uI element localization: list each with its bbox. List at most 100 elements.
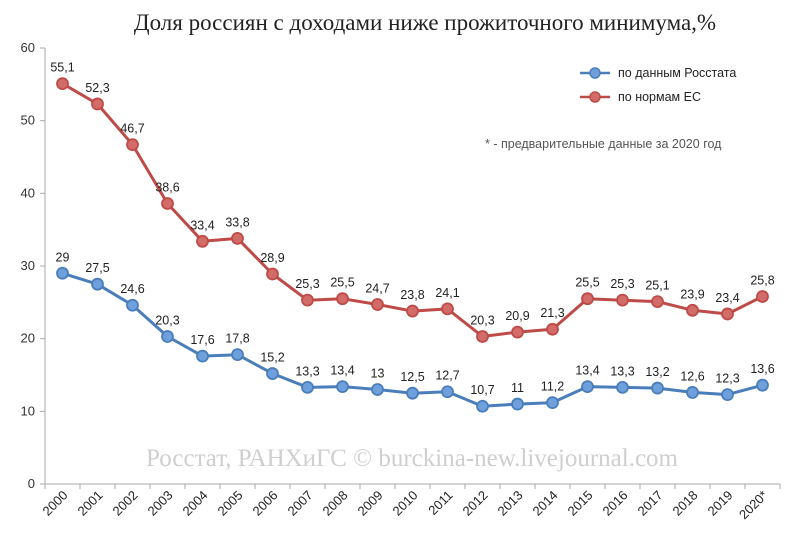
y-tick-label: 20 bbox=[21, 331, 35, 346]
data-label: 10,7 bbox=[470, 383, 494, 397]
series-layer bbox=[56, 77, 769, 413]
data-label: 33,4 bbox=[190, 218, 214, 232]
y-tick-label: 40 bbox=[21, 185, 35, 200]
legend-label-eu: по нормам ЕС bbox=[618, 90, 701, 104]
data-point bbox=[546, 322, 559, 336]
data-point bbox=[196, 349, 209, 363]
data-label: 13,6 bbox=[750, 362, 774, 376]
data-label: 12,6 bbox=[680, 369, 704, 383]
data-label: 13,3 bbox=[610, 364, 634, 378]
x-tick-label: 2009 bbox=[355, 488, 386, 519]
data-point bbox=[686, 386, 699, 399]
data-label: 27,5 bbox=[85, 261, 109, 275]
data-point bbox=[336, 292, 349, 306]
data-label: 25,3 bbox=[610, 277, 634, 291]
data-point bbox=[91, 97, 104, 111]
x-tick-label: 2006 bbox=[250, 488, 281, 519]
data-label: 23,4 bbox=[715, 291, 739, 305]
data-point bbox=[231, 231, 244, 245]
data-point bbox=[756, 378, 769, 392]
data-label: 17,8 bbox=[225, 332, 249, 346]
x-tick-label: 2000 bbox=[40, 488, 71, 519]
data-point bbox=[756, 290, 769, 303]
x-tick-label: 2015 bbox=[565, 488, 596, 519]
data-label: 29 bbox=[56, 250, 70, 264]
data-point bbox=[511, 325, 524, 339]
data-label: 13,4 bbox=[330, 364, 354, 378]
data-point bbox=[301, 293, 314, 307]
data-label: 46,7 bbox=[120, 122, 144, 136]
data-label: 13 bbox=[371, 367, 385, 381]
data-point bbox=[721, 388, 734, 402]
data-point bbox=[616, 380, 629, 394]
watermark: Росстат, РАНХиГС © burckina-new.livejour… bbox=[146, 445, 679, 472]
data-point bbox=[651, 295, 664, 309]
data-point bbox=[126, 298, 139, 312]
x-tick-label: 2019 bbox=[705, 488, 736, 519]
data-label: 24,6 bbox=[120, 282, 144, 296]
data-label: 25,3 bbox=[295, 277, 319, 291]
legend-marker-rosstat bbox=[589, 67, 601, 79]
data-label: 52,3 bbox=[85, 81, 109, 95]
data-point bbox=[126, 138, 139, 152]
data-label: 55,1 bbox=[50, 61, 74, 75]
data-label: 15,2 bbox=[260, 351, 284, 365]
data-point bbox=[511, 397, 524, 411]
data-point bbox=[581, 292, 594, 306]
data-label: 11 bbox=[511, 381, 524, 395]
data-label: 21,3 bbox=[540, 306, 564, 320]
data-label: 23,8 bbox=[400, 288, 424, 302]
data-label: 12,3 bbox=[715, 372, 739, 386]
data-point bbox=[161, 330, 174, 343]
y-tick-labels: 0 10 20 30 40 50 60 bbox=[21, 40, 45, 491]
data-label: 23,9 bbox=[680, 287, 704, 301]
data-label: 25,1 bbox=[645, 279, 669, 293]
axes bbox=[44, 48, 780, 485]
x-tick-label: 2016 bbox=[600, 488, 631, 519]
data-point bbox=[56, 77, 69, 91]
data-point bbox=[56, 266, 69, 280]
data-label: 28,9 bbox=[260, 251, 284, 265]
data-point bbox=[616, 293, 629, 307]
x-tick-label: 2014 bbox=[530, 488, 561, 519]
data-label: 11,2 bbox=[541, 380, 564, 394]
x-tick-labels: 2000 2001 2002 2003 2004 2005 2006 2007 2008 2009… bbox=[40, 484, 781, 522]
data-point bbox=[266, 267, 279, 281]
data-point bbox=[336, 380, 349, 394]
data-labels: 29 27,5 24,6 20,3 17,6 17,8 15,2 13,3 13,4 13 12,5… bbox=[50, 61, 774, 398]
data-label: 13,4 bbox=[575, 364, 599, 378]
data-point bbox=[546, 396, 559, 410]
x-tick-label: 2002 bbox=[110, 488, 141, 519]
data-point bbox=[231, 348, 244, 362]
x-tick-label: 2012 bbox=[460, 488, 491, 519]
data-label: 24,1 bbox=[435, 286, 459, 300]
data-label: 12,5 bbox=[400, 370, 424, 384]
x-tick-label: 2011 bbox=[425, 488, 455, 518]
y-tick-label: 0 bbox=[28, 476, 35, 491]
data-label: 12,7 bbox=[435, 369, 459, 383]
data-point bbox=[476, 399, 489, 413]
y-tick-label: 30 bbox=[21, 258, 35, 273]
chart-title: Доля россиян с доходами ниже прожиточног… bbox=[134, 10, 716, 35]
data-label: 17,6 bbox=[190, 333, 214, 347]
y-tick-label: 60 bbox=[21, 40, 35, 55]
y-tick-label: 50 bbox=[21, 113, 35, 128]
data-label: 13,3 bbox=[295, 364, 319, 378]
x-tick-label: 2010 bbox=[390, 488, 421, 519]
x-tick-label: 2005 bbox=[215, 488, 246, 519]
data-label: 20,3 bbox=[155, 313, 179, 327]
x-tick-label: 2003 bbox=[145, 488, 176, 519]
data-point bbox=[371, 298, 384, 311]
data-point bbox=[651, 381, 664, 395]
legend: по данным Росстата по нормам ЕС bbox=[580, 66, 736, 104]
data-label: 25,8 bbox=[750, 274, 774, 288]
legend-label-rosstat: по данным Росстата bbox=[618, 66, 736, 80]
data-label: 25,5 bbox=[330, 276, 354, 290]
data-point bbox=[196, 234, 209, 248]
data-point bbox=[441, 302, 454, 316]
x-tick-label: 2013 bbox=[495, 488, 526, 519]
legend-marker-eu bbox=[589, 91, 601, 103]
data-point bbox=[476, 330, 489, 343]
x-tick-label: 2004 bbox=[180, 488, 211, 519]
